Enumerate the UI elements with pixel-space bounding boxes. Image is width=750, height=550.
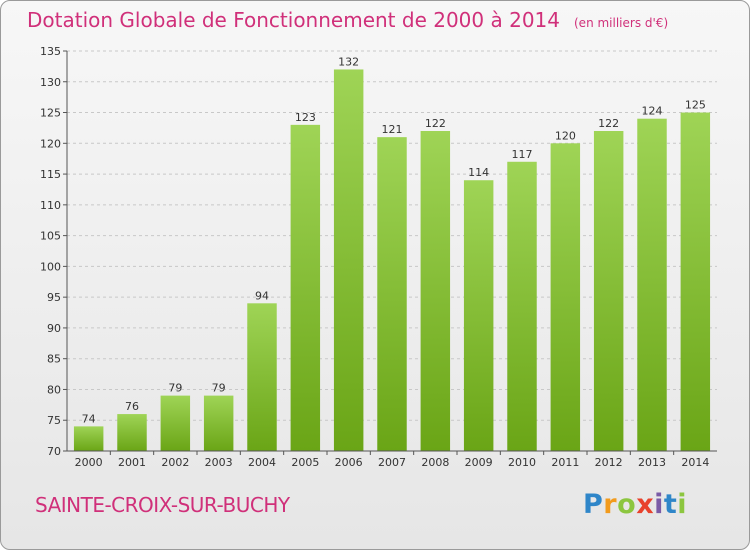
bar-2004 <box>247 303 277 451</box>
y-tick-label: 115 <box>40 168 61 181</box>
bar-2003 <box>203 395 234 451</box>
bar-2010 <box>507 161 537 451</box>
value-label: 125 <box>685 99 706 112</box>
commune-name: SAINTE-CROIX-SUR-BUCHY <box>35 493 290 517</box>
bar-2014 <box>680 112 711 452</box>
y-tick-label: 120 <box>40 137 61 150</box>
value-label: 79 <box>212 382 226 395</box>
bar-2007 <box>377 137 407 451</box>
value-label: 76 <box>125 400 139 413</box>
value-label: 121 <box>382 123 403 136</box>
x-tick-label: 2011 <box>551 456 579 469</box>
y-tick-label: 105 <box>40 230 61 243</box>
y-tick-label: 100 <box>40 260 61 273</box>
bar-2008 <box>420 131 451 451</box>
y-tick-label: 90 <box>47 322 61 335</box>
value-label: 122 <box>598 117 619 130</box>
bar-2012 <box>593 131 624 451</box>
value-label: 132 <box>338 55 359 68</box>
value-label: 122 <box>425 117 446 130</box>
x-tick-label: 2005 <box>291 456 319 469</box>
x-tick-label: 2006 <box>335 456 363 469</box>
x-tick-label: 2007 <box>378 456 406 469</box>
bar-2001 <box>117 414 147 451</box>
bars <box>73 69 711 452</box>
x-tick-label: 2014 <box>681 456 709 469</box>
bar-2011 <box>550 143 581 452</box>
value-label: 124 <box>642 105 663 118</box>
y-tick-label: 95 <box>47 291 61 304</box>
x-tick-label: 2004 <box>248 456 276 469</box>
labels: 70 75 80 85 90 95 100 105 110 115 120 125 130 135 74 20… <box>40 45 709 469</box>
y-tick-label: 110 <box>40 199 61 212</box>
bar-2002 <box>160 395 191 451</box>
y-tick-label: 75 <box>47 414 61 427</box>
value-label: 94 <box>255 289 269 302</box>
bar-2006 <box>333 69 364 451</box>
y-tick-label: 125 <box>40 107 61 120</box>
x-tick-label: 2010 <box>508 456 536 469</box>
y-tick-label: 130 <box>40 76 61 89</box>
x-tick-label: 2012 <box>595 456 623 469</box>
chart-subtitle: (en milliers d'€) <box>574 16 669 30</box>
x-tick-label: 2000 <box>75 456 103 469</box>
bar-2000 <box>73 426 104 451</box>
x-tick-label: 2013 <box>638 456 666 469</box>
value-label: 79 <box>168 382 182 395</box>
chart-title-text: Dotation Globale de Fonctionnement de 20… <box>27 8 560 32</box>
chart-title: Dotation Globale de Fonctionnement de 20… <box>27 8 668 32</box>
x-tick-label: 2009 <box>465 456 493 469</box>
proxiti-logo: Proxiti <box>583 489 688 520</box>
x-tick-label: 2001 <box>118 456 146 469</box>
x-tick-label: 2003 <box>205 456 233 469</box>
y-tick-label: 85 <box>47 353 61 366</box>
x-tick-label: 2008 <box>421 456 449 469</box>
bar-2013 <box>637 118 667 451</box>
value-label: 120 <box>555 129 576 142</box>
y-tick-label: 70 <box>47 445 61 458</box>
x-tick-label: 2002 <box>161 456 189 469</box>
value-label: 74 <box>82 412 96 425</box>
bar-2009 <box>463 180 494 451</box>
y-tick-label: 80 <box>47 383 61 396</box>
axes <box>63 50 717 455</box>
bar-2005 <box>290 124 321 451</box>
y-tick-label: 135 <box>40 45 61 58</box>
value-label: 117 <box>512 148 533 161</box>
value-label: 114 <box>468 166 489 179</box>
value-label: 123 <box>295 111 316 124</box>
